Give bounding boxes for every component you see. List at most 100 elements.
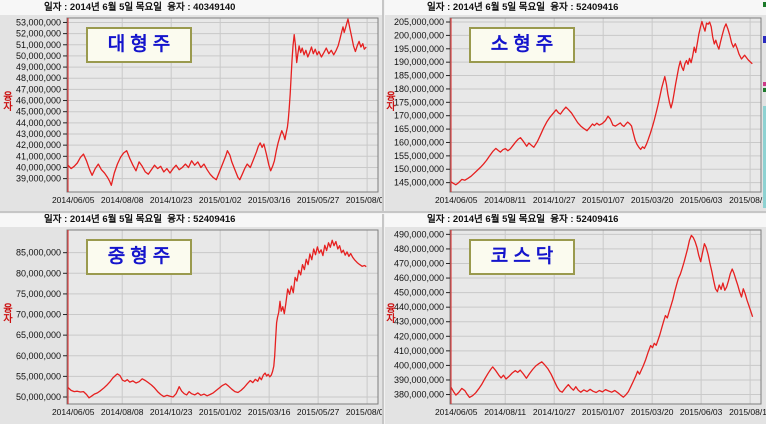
svg-text:70,000,000: 70,000,000 (16, 310, 61, 320)
window-edge-artifact (763, 2, 766, 7)
svg-text:50,000,000: 50,000,000 (16, 392, 61, 402)
svg-text:160,000,000: 160,000,000 (394, 137, 444, 147)
svg-text:2014/06/05: 2014/06/05 (52, 195, 95, 205)
svg-text:175,000,000: 175,000,000 (394, 97, 444, 107)
svg-text:41,000,000: 41,000,000 (16, 151, 61, 161)
svg-text:2014/06/05: 2014/06/05 (435, 407, 478, 417)
svg-text:51,000,000: 51,000,000 (16, 40, 61, 50)
svg-text:450,000,000: 450,000,000 (394, 288, 444, 298)
svg-text:2014/10/23: 2014/10/23 (150, 195, 193, 205)
chart-header: 일자 : 2014년 6월 5일 목요일 융자 : 52409416 (0, 212, 383, 227)
svg-text:2015/01/07: 2015/01/07 (582, 407, 625, 417)
svg-text:150,000,000: 150,000,000 (394, 164, 444, 174)
svg-text:490,000,000: 490,000,000 (394, 229, 444, 239)
svg-text:2015/01/02: 2015/01/02 (199, 195, 242, 205)
svg-text:2015/03/16: 2015/03/16 (248, 195, 291, 205)
svg-text:45,000,000: 45,000,000 (16, 107, 61, 117)
window-edge-artifact (763, 106, 766, 208)
chart-header: 일자 : 2014년 6월 5일 목요일 융자 : 52409416 (383, 0, 766, 15)
svg-text:200,000,000: 200,000,000 (394, 30, 444, 40)
chart-title-badge: 소형주 (469, 27, 575, 63)
svg-text:420,000,000: 420,000,000 (394, 331, 444, 341)
svg-text:40,000,000: 40,000,000 (16, 162, 61, 172)
svg-text:190,000,000: 190,000,000 (394, 57, 444, 67)
y-axis-label: 융자 (3, 304, 13, 325)
window-edge-artifact (763, 82, 766, 86)
svg-text:205,000,000: 205,000,000 (394, 17, 444, 27)
svg-text:2014/06/05: 2014/06/05 (435, 195, 478, 205)
svg-text:80,000,000: 80,000,000 (16, 268, 61, 278)
svg-text:380,000,000: 380,000,000 (394, 390, 444, 400)
svg-text:65,000,000: 65,000,000 (16, 330, 61, 340)
large-cap-chart-canvas[interactable]: 39,000,000 40,000,00041,000,00042,000,000… (0, 15, 383, 212)
svg-text:2015/06/03: 2015/06/03 (680, 407, 723, 417)
svg-text:2014/08/11: 2014/08/11 (484, 407, 526, 417)
svg-text:165,000,000: 165,000,000 (394, 124, 444, 134)
svg-text:410,000,000: 410,000,000 (394, 346, 444, 356)
y-axis-label: 융자 (386, 304, 396, 325)
window-edge-artifacts (762, 0, 766, 424)
svg-text:2015/06/03: 2015/06/03 (680, 195, 723, 205)
panel-divider-horizontal (0, 211, 766, 214)
svg-text:44,000,000: 44,000,000 (16, 118, 61, 128)
svg-text:2014/08/11: 2014/08/11 (484, 195, 526, 205)
svg-text:2015/05/27: 2015/05/27 (297, 195, 340, 205)
svg-text:2015/01/07: 2015/01/07 (582, 195, 625, 205)
chart-title-badge: 코스닥 (469, 239, 575, 275)
svg-text:460,000,000: 460,000,000 (394, 273, 444, 283)
svg-text:390,000,000: 390,000,000 (394, 375, 444, 385)
svg-text:180,000,000: 180,000,000 (394, 84, 444, 94)
svg-text:2015/03/16: 2015/03/16 (248, 407, 291, 417)
svg-text:75,000,000: 75,000,000 (16, 289, 61, 299)
svg-text:2015/05/27: 2015/05/27 (297, 407, 340, 417)
svg-text:185,000,000: 185,000,000 (394, 71, 444, 81)
svg-text:39,000,000: 39,000,000 (16, 174, 61, 184)
chart-panel-kosdaq: 일자 : 2014년 6월 5일 목요일 융자 : 52409416 380,0… (383, 212, 766, 424)
svg-text:2014/10/23: 2014/10/23 (150, 407, 193, 417)
svg-text:440,000,000: 440,000,000 (394, 302, 444, 312)
svg-text:2015/01/02: 2015/01/02 (199, 407, 242, 417)
svg-text:2014/06/05: 2014/06/05 (52, 407, 95, 417)
svg-text:2014/10/27: 2014/10/27 (533, 195, 576, 205)
small-cap-chart-canvas[interactable]: 145,000,000 150,000,000 155,000,000 160,000… (383, 15, 766, 212)
svg-text:53,000,000: 53,000,000 (16, 17, 61, 27)
svg-text:2015/08/11: 2015/08/11 (729, 195, 766, 205)
y-axis-label: 융자 (386, 92, 396, 113)
svg-text:43,000,000: 43,000,000 (16, 129, 61, 139)
svg-text:42,000,000: 42,000,000 (16, 140, 61, 150)
svg-text:50,000,000: 50,000,000 (16, 51, 61, 61)
svg-text:195,000,000: 195,000,000 (394, 44, 444, 54)
chart-panel-small-cap: 일자 : 2014년 6월 5일 목요일 융자 : 52409416 145,0… (383, 0, 766, 212)
svg-text:430,000,000: 430,000,000 (394, 317, 444, 327)
svg-text:2014/08/08: 2014/08/08 (101, 407, 144, 417)
svg-text:85,000,000: 85,000,000 (16, 248, 61, 258)
window-edge-artifact (763, 36, 766, 43)
svg-text:2014/08/08: 2014/08/08 (101, 195, 144, 205)
svg-text:170,000,000: 170,000,000 (394, 111, 444, 121)
svg-text:47,000,000: 47,000,000 (16, 84, 61, 94)
svg-text:480,000,000: 480,000,000 (394, 244, 444, 254)
chart-header: 일자 : 2014년 6월 5일 목요일 융자 : 52409416 (383, 212, 766, 227)
svg-text:400,000,000: 400,000,000 (394, 360, 444, 370)
chart-panel-mid-cap: 일자 : 2014년 6월 5일 목요일 융자 : 52409416 50,00… (0, 212, 383, 424)
y-axis-label: 융자 (3, 92, 13, 113)
svg-text:46,000,000: 46,000,000 (16, 96, 61, 106)
svg-text:49,000,000: 49,000,000 (16, 62, 61, 72)
svg-text:155,000,000: 155,000,000 (394, 151, 444, 161)
svg-text:145,000,000: 145,000,000 (394, 178, 444, 188)
svg-text:48,000,000: 48,000,000 (16, 73, 61, 83)
svg-text:2015/03/20: 2015/03/20 (631, 195, 674, 205)
svg-text:2015/08/04: 2015/08/04 (346, 195, 383, 205)
chart-title-badge: 중형주 (86, 239, 192, 275)
svg-text:2015/08/04: 2015/08/04 (346, 407, 383, 417)
svg-text:52,000,000: 52,000,000 (16, 29, 61, 39)
window-edge-artifact (763, 88, 766, 92)
chart-title-badge: 대형주 (86, 27, 192, 63)
svg-text:55,000,000: 55,000,000 (16, 371, 61, 381)
chart-panel-large-cap: 일자 : 2014년 6월 5일 목요일 융자 : 40349140 39,00… (0, 0, 383, 212)
svg-text:60,000,000: 60,000,000 (16, 351, 61, 361)
svg-text:2015/08/11: 2015/08/11 (729, 407, 766, 417)
svg-text:2015/03/20: 2015/03/20 (631, 407, 674, 417)
chart-header: 일자 : 2014년 6월 5일 목요일 융자 : 40349140 (0, 0, 383, 15)
